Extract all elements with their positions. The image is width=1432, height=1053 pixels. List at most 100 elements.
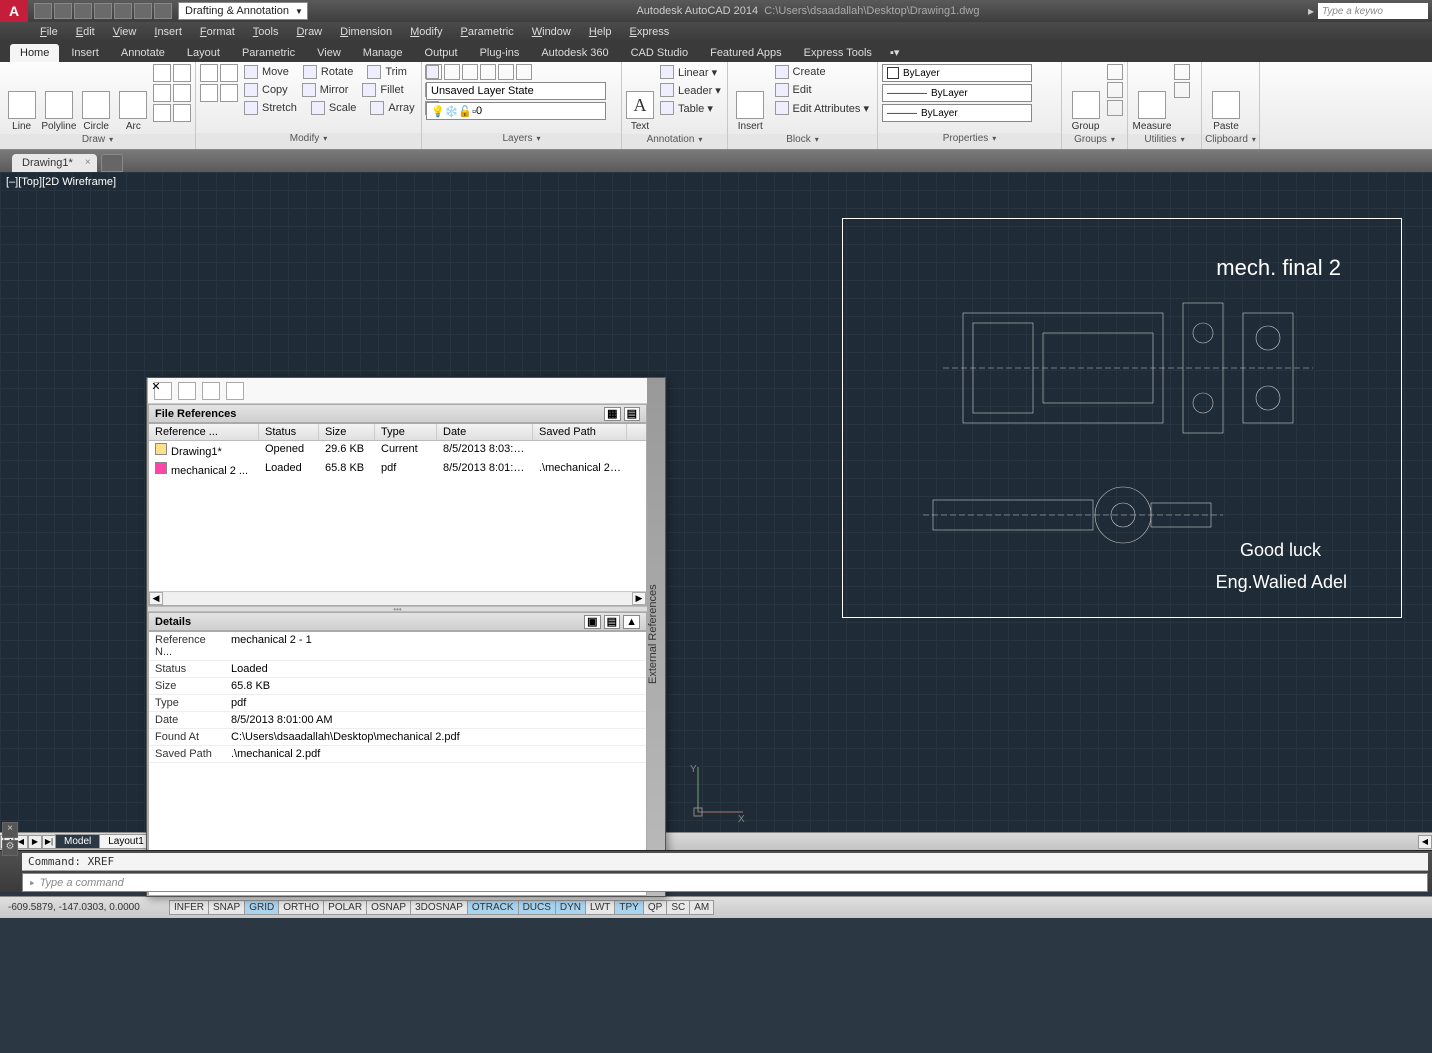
workspace-selector[interactable]: Drafting & Annotation	[178, 2, 308, 20]
xref-row[interactable]: Drawing1*Opened29.6 KBCurrent8/5/2013 8:…	[149, 441, 646, 460]
status-toggle-ortho[interactable]: ORTHO	[278, 900, 324, 915]
coordinates-readout[interactable]: -609.5879, -147.0303, 0.0000	[0, 902, 170, 913]
color-combo[interactable]: ByLayer	[882, 64, 1032, 82]
xref-column-4[interactable]: Date	[437, 424, 533, 440]
menu-tools[interactable]: Tools	[253, 26, 279, 38]
menu-modify[interactable]: Modify	[410, 26, 442, 38]
insert-button[interactable]: Insert	[732, 64, 769, 132]
menu-view[interactable]: View	[113, 26, 137, 38]
status-toggle-otrack[interactable]: OTRACK	[467, 900, 519, 915]
status-toggle-osnap[interactable]: OSNAP	[366, 900, 411, 915]
move-button[interactable]: Move	[240, 64, 293, 80]
status-toggle-lwt[interactable]: LWT	[585, 900, 615, 915]
ribbon-tab-view[interactable]: View	[307, 44, 351, 62]
create-button[interactable]: Create	[771, 64, 873, 80]
layout-scroll-left[interactable]: ◀	[1418, 835, 1432, 849]
xref-row[interactable]: mechanical 2 ...Loaded65.8 KBpdf8/5/2013…	[149, 460, 646, 479]
ribbon-tab-insert[interactable]: Insert	[61, 44, 109, 62]
change-path-icon[interactable]	[202, 382, 220, 400]
xref-table-header[interactable]: Reference ...StatusSizeTypeDateSaved Pat…	[149, 424, 646, 441]
array-button[interactable]: Array	[366, 100, 418, 116]
status-toggle-infer[interactable]: INFER	[169, 900, 209, 915]
menu-parametric[interactable]: Parametric	[461, 26, 514, 38]
ribbon-tab-manage[interactable]: Manage	[353, 44, 413, 62]
view-label[interactable]: [–][Top][2D Wireframe]	[6, 176, 116, 188]
palette-title-bar[interactable]: External References	[647, 378, 665, 896]
preview-icon[interactable]: ▤	[604, 615, 620, 629]
polyline-button[interactable]: Polyline	[41, 64, 76, 132]
leader-button[interactable]: Leader ▾	[656, 82, 725, 98]
help-icon[interactable]	[226, 382, 244, 400]
lineweight-combo[interactable]: ——— ByLayer	[882, 104, 1032, 122]
status-toggle-snap[interactable]: SNAP	[208, 900, 245, 915]
qat-open-icon[interactable]	[54, 3, 72, 19]
edit-attributes-button[interactable]: Edit Attributes ▾	[771, 100, 873, 116]
qat-redo-icon[interactable]	[154, 3, 172, 19]
ribbon-tab-layout[interactable]: Layout	[177, 44, 230, 62]
copy-button[interactable]: Copy	[240, 82, 292, 98]
xref-column-3[interactable]: Type	[375, 424, 437, 440]
rotate-button[interactable]: Rotate	[299, 64, 357, 80]
status-toggle-3dosnap[interactable]: 3DOSNAP	[410, 900, 468, 915]
menu-draw[interactable]: Draw	[296, 26, 322, 38]
status-toggle-grid[interactable]: GRID	[244, 900, 279, 915]
scale-button[interactable]: Scale	[307, 100, 361, 116]
menu-help[interactable]: Help	[589, 26, 612, 38]
status-toggle-ducs[interactable]: DUCS	[518, 900, 556, 915]
linetype-combo[interactable]: ———— ByLayer	[882, 84, 1032, 102]
layer-props-icon[interactable]	[426, 64, 442, 80]
tree-view-icon[interactable]: ▤	[624, 407, 640, 421]
doc-tab-drawing1[interactable]: Drawing1*×	[12, 154, 97, 172]
ribbon-tab-cad-studio[interactable]: CAD Studio	[621, 44, 698, 62]
trim-button[interactable]: Trim	[363, 64, 411, 80]
status-toggle-tpy[interactable]: TPY	[614, 900, 643, 915]
measure-button[interactable]: Measure	[1132, 64, 1172, 132]
menu-insert[interactable]: Insert	[154, 26, 182, 38]
external-references-palette[interactable]: ✕ File References ▦ ▤ Reference ...Statu…	[146, 377, 666, 897]
menu-express[interactable]: Express	[630, 26, 670, 38]
menu-window[interactable]: Window	[532, 26, 571, 38]
menu-file[interactable]: File	[40, 26, 58, 38]
mirror-button[interactable]: Mirror	[298, 82, 353, 98]
xref-hscrollbar[interactable]: ◀▶	[149, 591, 646, 605]
ribbon-tab-express-tools[interactable]: Express Tools	[794, 44, 882, 62]
command-input[interactable]: ▸ Type a command	[22, 873, 1428, 892]
ribbon-overflow-icon[interactable]: ▪▾	[884, 43, 905, 62]
qat-undo-icon[interactable]	[134, 3, 152, 19]
qat-new-icon[interactable]	[34, 3, 52, 19]
app-logo[interactable]: A	[0, 0, 28, 22]
drawing-canvas[interactable]: [–][Top][2D Wireframe] mech. final 2 Goo…	[0, 172, 1432, 832]
xref-column-2[interactable]: Size	[319, 424, 375, 440]
ribbon-tab-featured-apps[interactable]: Featured Apps	[700, 44, 792, 62]
menu-edit[interactable]: Edit	[76, 26, 95, 38]
help-search-input[interactable]: Type a keywo	[1318, 3, 1428, 19]
status-toggle-polar[interactable]: POLAR	[323, 900, 367, 915]
details-view-icon[interactable]: ▣	[584, 615, 600, 629]
ribbon-tab-parametric[interactable]: Parametric	[232, 44, 305, 62]
qat-save-icon[interactable]	[74, 3, 92, 19]
xref-column-0[interactable]: Reference ...	[149, 424, 259, 440]
refresh-icon[interactable]	[178, 382, 196, 400]
xref-column-5[interactable]: Saved Path	[533, 424, 627, 440]
pdf-underlay-frame[interactable]: mech. final 2 Good luck Eng.Walied Adel	[842, 218, 1402, 618]
arc-button[interactable]: Arc	[116, 64, 151, 132]
draw-extra-icons[interactable]	[153, 64, 191, 122]
text-button[interactable]: AText	[626, 64, 654, 132]
qat-plot-icon[interactable]	[114, 3, 132, 19]
ribbon-tab-annotate[interactable]: Annotate	[111, 44, 175, 62]
layer-state-combo[interactable]: Unsaved Layer State	[426, 82, 606, 100]
line-button[interactable]: Line	[4, 64, 39, 132]
qat-saveas-icon[interactable]	[94, 3, 112, 19]
layer-current-combo[interactable]: 💡❄️🔓▫ 0	[426, 102, 606, 120]
edit-button[interactable]: Edit	[771, 82, 873, 98]
table-button[interactable]: Table ▾	[656, 100, 725, 116]
linear-button[interactable]: Linear ▾	[656, 64, 725, 80]
paste-button[interactable]: Paste	[1206, 64, 1246, 132]
modify-mini-icons[interactable]	[200, 64, 238, 102]
cmd-close-icon[interactable]: ×	[2, 822, 18, 838]
cmd-options-icon[interactable]: ⚙	[2, 840, 18, 856]
status-toggle-qp[interactable]: QP	[643, 900, 667, 915]
menu-format[interactable]: Format	[200, 26, 235, 38]
group-button[interactable]: Group	[1066, 64, 1105, 132]
status-toggle-am[interactable]: AM	[689, 900, 714, 915]
